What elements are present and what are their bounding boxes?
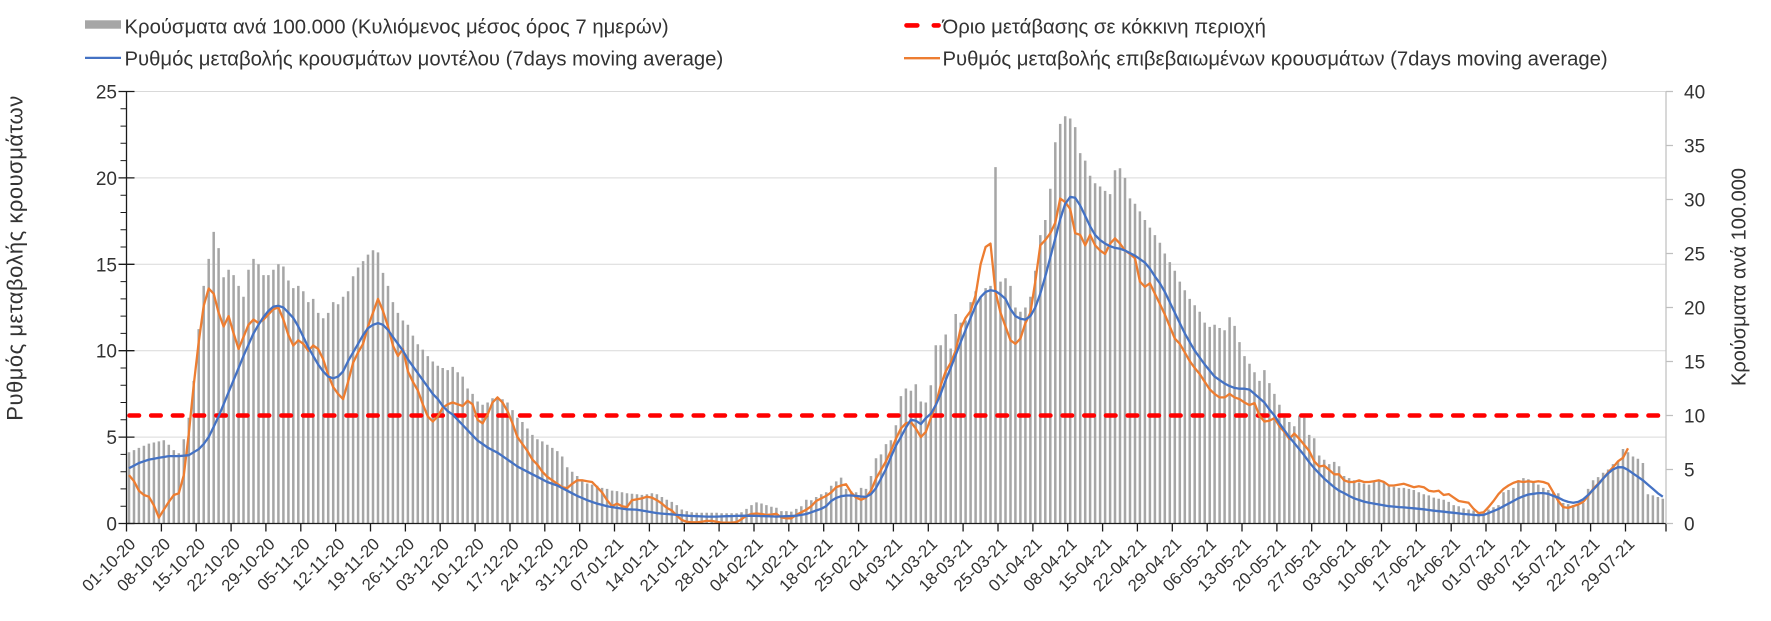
svg-text:10: 10 — [1684, 407, 1705, 428]
svg-text:30: 30 — [1684, 191, 1705, 212]
svg-text:Ρυθμός μεταβολής κρουσμάτων μο: Ρυθμός μεταβολής κρουσμάτων μοντέλου (7d… — [125, 49, 724, 71]
svg-text:Ρυθμός μεταβολής επιβεβαιωμένω: Ρυθμός μεταβολής επιβεβαιωμένων κρουσμάτ… — [943, 49, 1608, 71]
svg-text:5: 5 — [1684, 461, 1695, 482]
svg-text:20: 20 — [96, 169, 117, 190]
svg-text:20: 20 — [1684, 299, 1705, 320]
svg-text:25: 25 — [96, 83, 117, 104]
svg-text:Όριο μετάβασης σε κόκκινη περι: Όριο μετάβασης σε κόκκινη περιοχή — [942, 17, 1266, 39]
svg-text:15: 15 — [1684, 353, 1705, 374]
svg-text:Κρούσματα ανά 100.000: Κρούσματα ανά 100.000 — [1729, 168, 1751, 386]
svg-text:35: 35 — [1684, 137, 1705, 158]
svg-text:0: 0 — [1684, 515, 1695, 536]
svg-text:25: 25 — [1684, 245, 1705, 266]
svg-text:40: 40 — [1684, 83, 1705, 104]
svg-text:5: 5 — [106, 428, 117, 449]
svg-text:Κρούσματα ανά 100.000 (Κυλιόμε: Κρούσματα ανά 100.000 (Κυλιόμενος μέσος … — [125, 17, 669, 39]
svg-text:10: 10 — [96, 342, 117, 363]
svg-text:Ρυθμός μεταβολής κρουσμάτων: Ρυθμός μεταβολής κρουσμάτων — [3, 95, 28, 420]
svg-text:15: 15 — [96, 255, 117, 276]
svg-text:0: 0 — [106, 515, 117, 536]
